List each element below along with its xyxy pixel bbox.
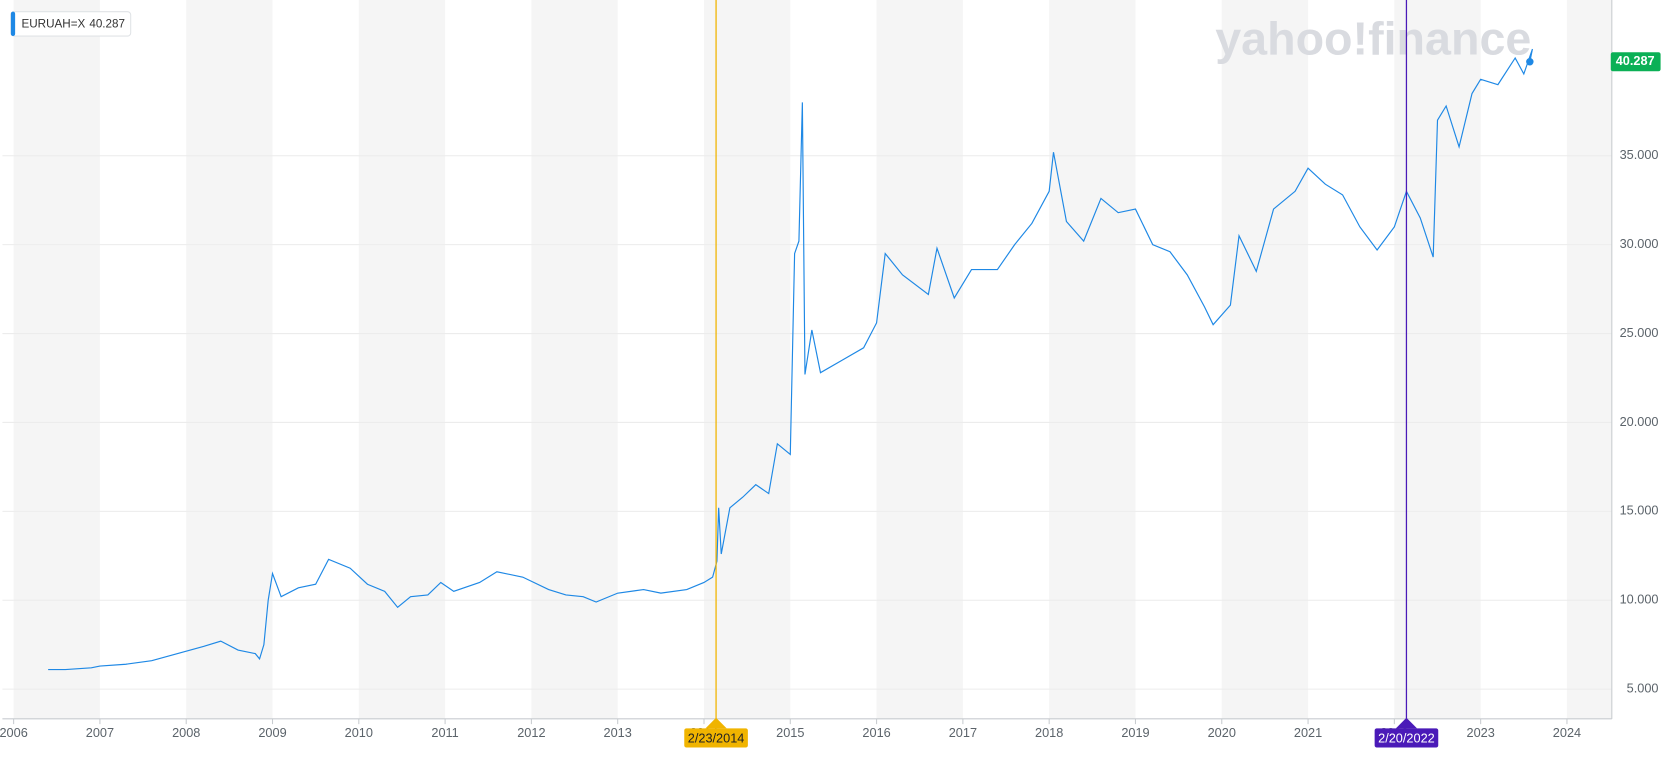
event-label: 2/20/2022 — [1378, 730, 1435, 745]
x-tick-label: 2018 — [1035, 725, 1063, 740]
legend: EURUAH=X 40.287 — [10, 11, 132, 37]
x-tick-label: 2015 — [776, 725, 804, 740]
last-point — [1526, 58, 1534, 66]
year-band — [1394, 0, 1481, 719]
legend-label: EURUAH=X — [21, 17, 85, 30]
y-tick-label: 25.000 — [1620, 325, 1659, 340]
event-label-box — [684, 728, 748, 748]
x-tick-label: 2013 — [604, 725, 632, 740]
y-tick-label: 10.000 — [1620, 592, 1659, 607]
last-value-label: 40.287 — [1616, 53, 1655, 68]
x-tick-label: 2017 — [949, 725, 977, 740]
x-tick-label: 2019 — [1121, 725, 1149, 740]
year-band — [876, 0, 963, 719]
x-tick-label: 2021 — [1294, 725, 1322, 740]
x-tick-label: 2007 — [86, 725, 114, 740]
y-tick-label: 15.000 — [1620, 503, 1659, 518]
last-value-badge — [1610, 52, 1661, 72]
year-band — [13, 0, 100, 719]
y-tick-label: 35.000 — [1620, 147, 1659, 162]
x-tick-label: 2024 — [1553, 725, 1581, 740]
x-tick-label: 2010 — [345, 725, 373, 740]
x-tick-label: 2009 — [258, 725, 286, 740]
event-marker — [705, 717, 727, 729]
plot — [48, 48, 1534, 671]
year-band — [1049, 0, 1136, 719]
event-label: 2/23/2014 — [688, 730, 745, 745]
event-label-box — [1374, 728, 1439, 748]
year-bands — [13, 0, 1612, 719]
watermark: yahoo!finance — [1215, 13, 1531, 65]
price-line — [48, 48, 1534, 671]
y-tick-label: 20.000 — [1620, 414, 1659, 429]
x-tick-label: 2016 — [862, 725, 890, 740]
year-band — [186, 0, 273, 719]
x-tick-label: 2012 — [517, 725, 545, 740]
legend-value: 40.287 — [89, 17, 125, 30]
x-tick-label: 2020 — [1208, 725, 1236, 740]
year-band — [1221, 0, 1309, 719]
x-tick-label: 2008 — [172, 725, 200, 740]
year-band — [358, 0, 446, 719]
x-tick-label: 2011 — [431, 725, 458, 740]
x-tick-label: 2023 — [1467, 725, 1495, 740]
year-band — [703, 0, 791, 719]
y-tick-label: 30.000 — [1620, 236, 1659, 251]
legend-swatch — [10, 11, 16, 37]
x-tick-label: 2006 — [0, 725, 28, 740]
year-band — [531, 0, 618, 719]
year-band — [1566, 0, 1612, 719]
grid — [2, 155, 1612, 690]
event-marker — [1395, 717, 1418, 729]
y-tick-label: 5.000 — [1627, 680, 1659, 695]
